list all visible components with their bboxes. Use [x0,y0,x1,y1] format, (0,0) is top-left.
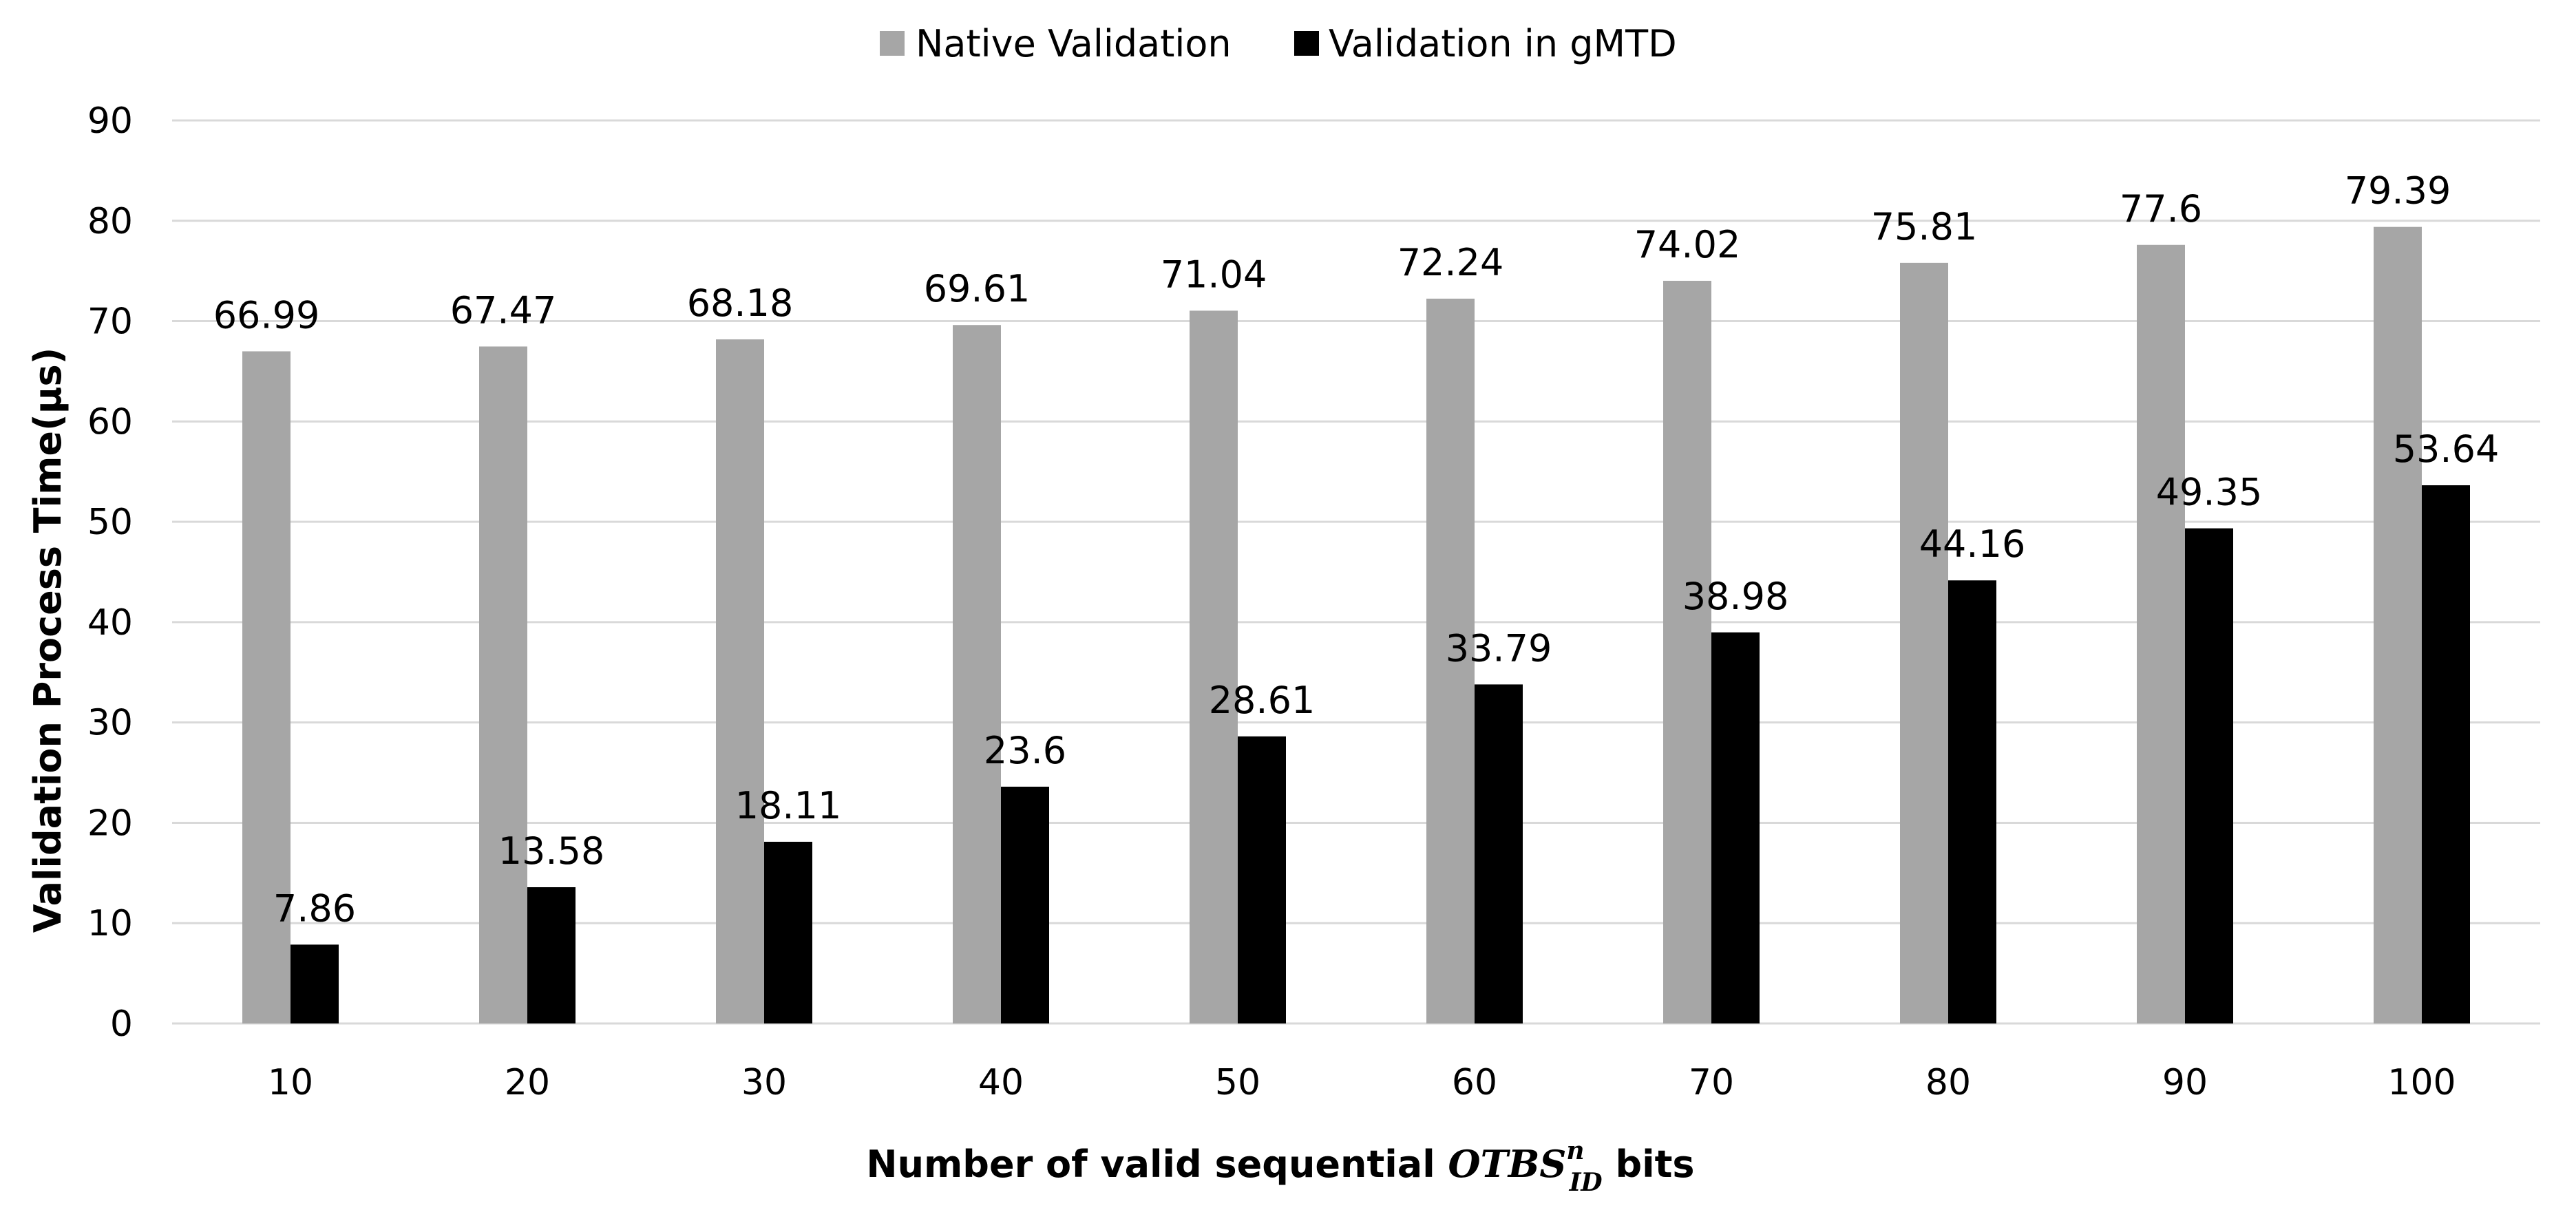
data-label-native-100: 79.39 [2345,169,2451,213]
y-tick-label: 70 [87,301,133,343]
y-axis-ticks: 0 10 20 30 40 50 60 70 80 90 [87,100,133,1045]
data-label-gmtd-80: 44.16 [1919,522,2026,566]
bar-native-20 [479,346,527,1023]
x-tick-label-90: 90 [2162,1062,2208,1103]
y-tick-label: 40 [87,602,133,644]
bar-gmtd-70 [1711,632,1760,1023]
data-label-gmtd-70: 38.98 [1682,575,1789,618]
legend-label-native: Native Validation [916,22,1232,65]
bar-gmtd-40 [1001,786,1049,1023]
x-tick-label-80: 80 [1925,1062,1971,1103]
x-axis-title-variable: OTBS [1448,1142,1567,1186]
data-label-gmtd-50: 28.61 [1209,679,1316,722]
y-tick-label: 60 [87,401,133,443]
x-tick-label-30: 30 [741,1062,787,1103]
x-tick-label-50: 50 [1215,1062,1260,1103]
data-label-native-70: 74.02 [1634,223,1741,266]
data-label-gmtd-10: 7.86 [273,887,356,930]
data-labels: 66.99 7.86 67.47 13.58 68.18 18.11 69.61 23.6 71… [213,169,2500,931]
y-tick-label: 50 [87,502,133,543]
bar-native-70 [1663,280,1711,1023]
y-tick-label: 10 [87,903,133,944]
bar-native-80 [1900,262,1948,1024]
data-label-native-40: 69.61 [924,267,1031,310]
x-tick-label-100: 100 [2387,1062,2456,1103]
data-label-native-60: 72.24 [1397,241,1504,284]
bar-gmtd-50 [1238,736,1286,1023]
bar-gmtd-80 [1948,580,1996,1023]
x-tick-label-10: 10 [268,1062,313,1103]
data-label-native-50: 71.04 [1161,253,1267,296]
x-tick-label-70: 70 [1689,1062,1734,1103]
data-label-native-20: 67.47 [450,288,557,332]
y-tick-label: 80 [87,201,133,242]
y-tick-label: 30 [87,703,133,744]
x-axis-title-prefix: Number of valid sequential [866,1143,1448,1186]
bar-gmtd-100 [2422,485,2470,1023]
bar-native-90 [2137,244,2185,1024]
bar-native-50 [1190,310,1238,1023]
data-label-gmtd-20: 13.58 [498,829,605,873]
x-tick-label-20: 20 [505,1062,550,1103]
x-axis-title-suffix: bits [1603,1143,1695,1186]
bar-native-40 [953,325,1001,1024]
bar-gmtd-20 [527,887,576,1023]
bar-native-60 [1426,298,1475,1023]
x-axis-title: Number of valid sequential OTBSn ID bits [866,1136,1694,1197]
y-axis-title: Validation Process Time(µs) [26,348,70,933]
data-label-native-90: 77.6 [2120,187,2202,231]
y-tick-label: 90 [87,100,133,142]
bar-native-100 [2374,226,2422,1024]
x-axis-title-superscript: n [1566,1136,1584,1165]
x-axis-ticks: 10 20 30 40 50 60 70 80 90 100 [268,1062,2456,1103]
bar-gmtd-90 [2185,528,2233,1023]
data-label-native-10: 66.99 [213,293,320,337]
bar-gmtd-10 [291,944,339,1023]
bar-gmtd-30 [764,841,812,1023]
bar-native-30 [716,339,764,1023]
data-label-gmtd-60: 33.79 [1446,626,1552,670]
x-tick-label-40: 40 [978,1062,1024,1103]
data-label-gmtd-30: 18.11 [735,784,842,827]
x-tick-label-60: 60 [1452,1062,1497,1103]
y-tick-label: 0 [110,1004,133,1045]
data-label-gmtd-40: 23.6 [984,729,1066,772]
bar-gmtd-60 [1475,684,1523,1023]
legend: Native Validation Validation in gMTD [880,22,1677,65]
data-label-gmtd-100: 53.64 [2393,427,2500,471]
y-tick-label: 20 [87,803,133,844]
bars [242,226,2470,1024]
bar-native-10 [242,351,291,1023]
data-label-gmtd-90: 49.35 [2156,471,2263,514]
legend-swatch-gmtd [1294,31,1319,56]
data-label-native-80: 75.81 [1871,205,1978,248]
legend-swatch-native [880,31,905,56]
legend-label-gmtd: Validation in gMTD [1329,22,1677,65]
x-axis-title-subscript: ID [1569,1168,1603,1197]
data-label-native-30: 68.18 [687,282,794,325]
